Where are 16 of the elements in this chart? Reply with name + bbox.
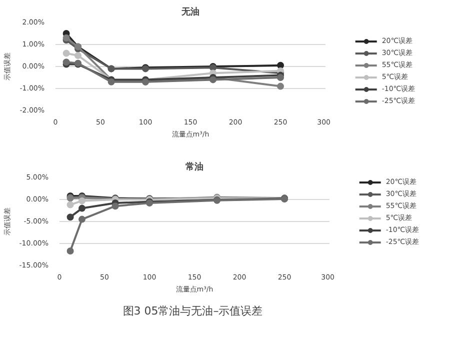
point [62,34,70,42]
point [78,216,86,223]
point [277,74,284,81]
point [74,52,82,59]
point [78,197,86,204]
point [62,50,70,57]
chart-title: 常油 [186,162,204,172]
chart-title: 无油 [180,6,200,18]
point [66,247,74,254]
caption: 图3 05常油与无油–示值误差 [122,304,263,318]
point [210,76,216,84]
point [66,201,74,208]
point [277,82,284,90]
point [78,204,86,212]
point [112,202,119,210]
point [66,214,74,221]
